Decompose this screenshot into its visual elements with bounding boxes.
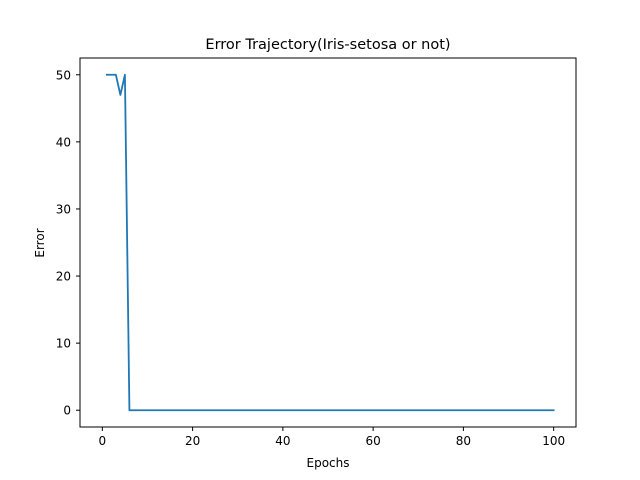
x-tick-label: 40 (275, 434, 290, 448)
y-tick-label: 0 (63, 404, 71, 418)
y-axis: 0 10 20 30 40 50 (56, 68, 80, 418)
series-layer (105, 73, 555, 412)
x-tick-label: 20 (185, 434, 200, 448)
x-axis-label: Epochs (307, 456, 350, 470)
x-tick-label: 0 (99, 434, 107, 448)
y-tick-label: 30 (56, 202, 71, 216)
x-tick-label: 100 (542, 434, 565, 448)
chart-title: Error Trajectory(Iris-setosa or not) (205, 37, 450, 53)
y-axis-label: Error (33, 228, 47, 257)
x-tick-label: 60 (365, 434, 380, 448)
plot-area (80, 58, 576, 427)
y-tick-label: 10 (56, 337, 71, 351)
axes-frame (79, 57, 577, 428)
x-axis: 0 20 40 60 80 100 (99, 427, 565, 448)
y-tick-label: 50 (56, 68, 71, 82)
x-tick-label: 80 (456, 434, 471, 448)
series-line (105, 73, 555, 412)
y-tick-label: 20 (56, 270, 71, 284)
y-tick-label: 40 (56, 135, 71, 149)
